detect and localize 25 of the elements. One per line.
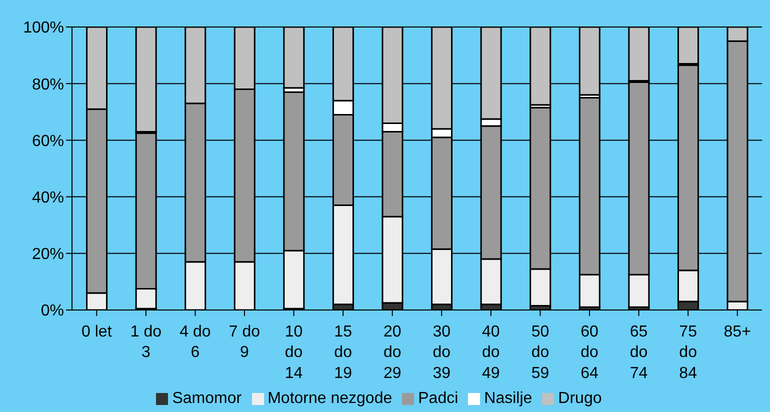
y-tick-label: 60% bbox=[32, 132, 64, 150]
x-tick-label: 15 do 19 bbox=[334, 323, 352, 382]
y-tick-label: 100% bbox=[23, 20, 64, 37]
x-tick-label: 50 do 59 bbox=[531, 323, 550, 382]
x-tick-label: 85+ bbox=[724, 323, 751, 340]
y-tick-label: 40% bbox=[32, 189, 64, 206]
x-tick-label: 65 do 74 bbox=[630, 323, 648, 382]
x-tick-label: 75 do 84 bbox=[679, 323, 698, 382]
y-tick-label: 80% bbox=[32, 76, 64, 94]
x-tick-label: 7 do 9 bbox=[228, 323, 260, 362]
x-tick-label: 60 do 64 bbox=[580, 323, 598, 382]
legend-label: Samomor bbox=[172, 390, 242, 407]
x-tick-label: 0 let bbox=[82, 323, 112, 340]
x-tick-label: 10 do 14 bbox=[284, 323, 303, 382]
x-tick-label: 1 do 3 bbox=[130, 323, 162, 362]
x-tick-label: 40 do 49 bbox=[482, 323, 500, 382]
x-tick-label: 4 do 6 bbox=[180, 323, 211, 362]
x-tick-label: 30 do 39 bbox=[432, 323, 451, 382]
y-tick-label: 0% bbox=[40, 302, 64, 320]
y-tick-label: 20% bbox=[32, 246, 64, 264]
legend-label: Nasilje bbox=[484, 390, 532, 407]
legend-label: Drugo bbox=[558, 390, 602, 407]
legend-label: Padci bbox=[418, 390, 458, 407]
legend-label: Motorne nezgode bbox=[268, 390, 392, 407]
x-tick-label: 20 do 29 bbox=[383, 323, 402, 382]
